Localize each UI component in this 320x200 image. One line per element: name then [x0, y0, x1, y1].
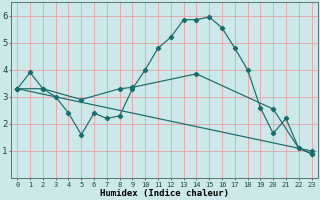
X-axis label: Humidex (Indice chaleur): Humidex (Indice chaleur) — [100, 189, 229, 198]
